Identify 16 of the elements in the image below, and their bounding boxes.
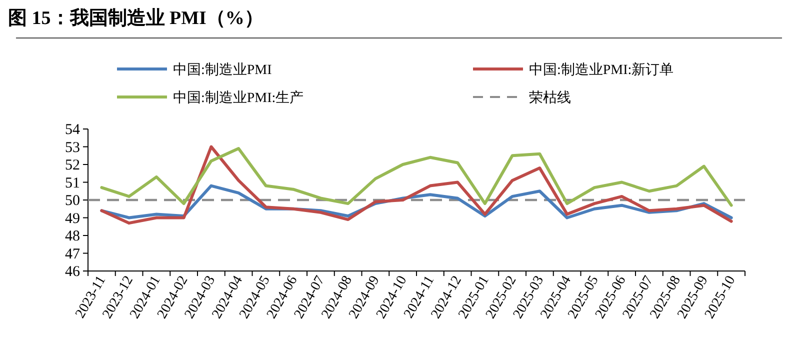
legend-label: 中国:制造业PMI:生产: [173, 90, 304, 106]
y-tick-label: 52: [65, 158, 80, 174]
y-tick-label: 53: [65, 140, 80, 156]
y-tick-label: 50: [65, 193, 80, 209]
y-tick-label: 47: [65, 246, 80, 262]
y-tick-label: 54: [65, 122, 80, 138]
y-tick-label: 51: [65, 175, 80, 192]
legend-label: 中国:制造业PMI: [173, 62, 272, 78]
legend-label: 荣枯线: [529, 90, 571, 106]
line-series: [100, 147, 733, 207]
y-tick-label: 46: [65, 264, 80, 280]
legend-label: 中国:制造业PMI:新订单: [529, 62, 674, 78]
chart-title: 图 15：我国制造业 PMI（%）: [8, 7, 264, 29]
y-tick-label: 49: [65, 210, 80, 227]
line-series: [100, 145, 733, 225]
y-tick-label: 48: [65, 228, 80, 244]
